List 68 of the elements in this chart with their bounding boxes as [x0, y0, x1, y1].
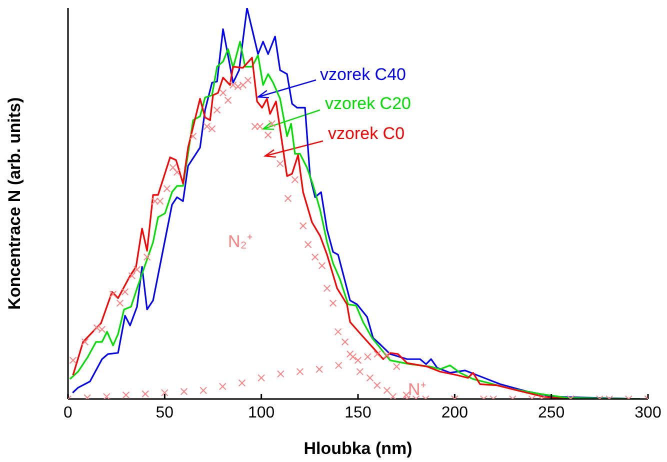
x-tick-label: 150	[344, 404, 372, 422]
point	[213, 106, 221, 114]
point	[122, 391, 130, 399]
point	[169, 164, 177, 172]
text: N₂⁺	[228, 232, 253, 251]
point	[142, 390, 150, 398]
point	[318, 262, 326, 270]
point	[224, 96, 232, 104]
point	[316, 366, 324, 373]
point	[238, 379, 246, 387]
point	[244, 76, 252, 84]
point	[341, 338, 349, 346]
series-label: N⁺	[408, 380, 426, 399]
point	[264, 131, 272, 139]
point	[218, 382, 226, 390]
point	[276, 160, 284, 168]
point	[163, 184, 171, 192]
x-tick-label: 0	[64, 404, 73, 422]
point	[296, 368, 304, 376]
point	[121, 288, 129, 296]
point	[128, 272, 136, 280]
point	[268, 120, 276, 128]
point	[383, 386, 391, 394]
point	[102, 392, 110, 399]
point	[389, 392, 397, 399]
point	[373, 382, 381, 390]
point	[258, 374, 266, 382]
point	[109, 290, 117, 298]
point	[291, 176, 299, 184]
series-label: vzorek C0	[328, 124, 405, 143]
point	[116, 300, 124, 307]
point	[81, 338, 89, 346]
point	[383, 352, 391, 359]
point	[133, 266, 141, 274]
text: vzorek C20	[325, 94, 411, 113]
point	[329, 300, 337, 307]
point	[366, 374, 374, 382]
point	[200, 386, 208, 394]
x-tick-label: 50	[156, 404, 174, 422]
point	[374, 350, 382, 358]
point	[346, 350, 354, 358]
point	[219, 89, 227, 97]
point	[323, 284, 331, 292]
point	[180, 388, 188, 396]
point	[69, 356, 77, 364]
point	[334, 328, 342, 336]
point	[354, 356, 362, 364]
x-tick-label: 300	[634, 404, 662, 422]
x-tick-label: 250	[538, 404, 565, 422]
point	[334, 362, 342, 370]
x-tick-label: 100	[248, 404, 275, 422]
x-axis-title: Hloubka (nm)	[304, 439, 412, 458]
y-axis-title: Koncentrace N (arb. units)	[5, 97, 24, 310]
point	[276, 370, 284, 378]
point	[284, 194, 292, 202]
series-label: vzorek C40	[320, 65, 406, 84]
point	[364, 353, 372, 360]
point	[160, 389, 168, 396]
point	[143, 253, 151, 261]
point	[311, 253, 319, 261]
point	[356, 368, 364, 376]
x-tick-label: 200	[441, 404, 468, 422]
point	[304, 240, 312, 248]
point	[349, 353, 357, 360]
point	[299, 222, 307, 230]
point	[189, 132, 197, 140]
point	[173, 168, 181, 176]
point	[392, 362, 400, 370]
